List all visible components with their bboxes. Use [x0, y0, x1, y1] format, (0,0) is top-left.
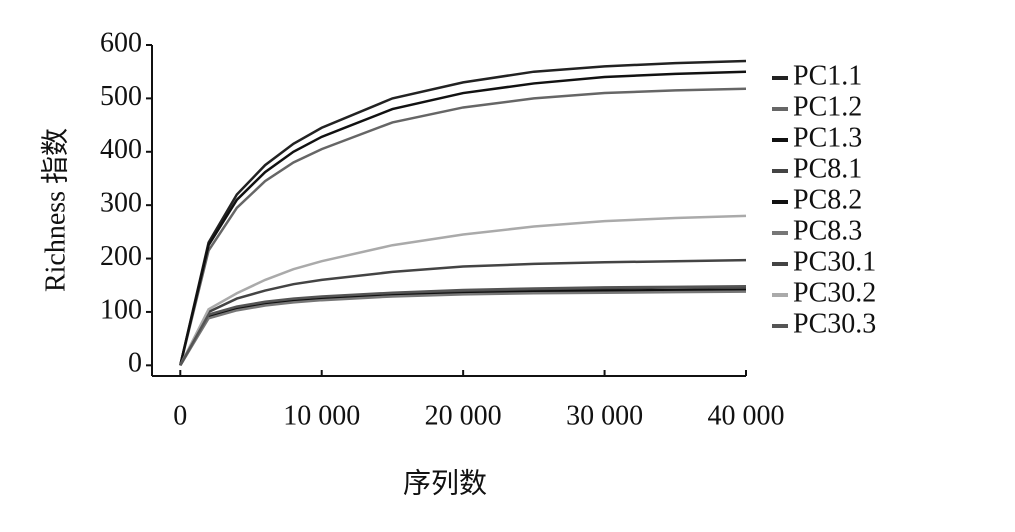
legend-label: PC30.3: [793, 308, 876, 339]
legend-label: PC30.2: [793, 277, 876, 308]
legend-label: PC1.3: [793, 122, 862, 153]
x-axis-label: 序列数: [403, 467, 487, 499]
series-line: [179, 87, 747, 366]
legend-label: PC1.1: [793, 60, 862, 91]
series-line: [179, 285, 747, 366]
legend-label: PC30.1: [793, 246, 876, 277]
legend-label: PC8.2: [793, 184, 862, 215]
series-line: [179, 258, 747, 366]
y-tick-label: 0: [128, 348, 142, 379]
legend-label: PC1.2: [793, 91, 862, 122]
x-tick-label: 40 000: [708, 400, 785, 431]
series-line: [179, 59, 747, 366]
y-tick-label: 300: [100, 188, 142, 219]
y-tick-label: 600: [100, 27, 142, 58]
series-line: [179, 70, 747, 366]
x-tick-label: 30 000: [566, 400, 643, 431]
x-tick-label: 10 000: [283, 400, 360, 431]
legend-label: PC8.3: [793, 215, 862, 246]
y-tick-label: 400: [100, 134, 142, 165]
y-tick-label: 100: [100, 294, 142, 325]
legend-label: PC8.1: [793, 153, 862, 184]
x-tick-label: 0: [173, 400, 187, 431]
series-line: [179, 285, 747, 366]
series-line: [179, 290, 747, 366]
y-tick-label: 200: [100, 241, 142, 272]
y-tick-label: 500: [100, 81, 142, 112]
y-axis-label: Richness 指数: [39, 128, 71, 292]
series-line: [179, 214, 747, 366]
x-tick-label: 20 000: [425, 400, 502, 431]
